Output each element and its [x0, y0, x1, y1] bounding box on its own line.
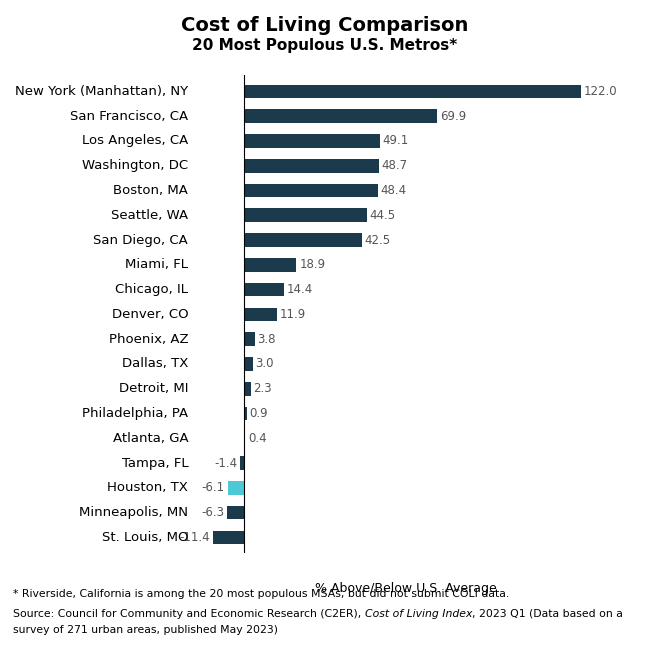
Text: -1.4: -1.4 [215, 457, 238, 470]
Bar [228, 481, 244, 495]
Text: San Francisco, CA: San Francisco, CA [70, 109, 188, 122]
Text: 44.5: 44.5 [370, 209, 396, 222]
Text: % Above/Below U.S. Average: % Above/Below U.S. Average [315, 582, 496, 595]
Text: 0.9: 0.9 [250, 407, 268, 420]
Text: 3.8: 3.8 [258, 333, 276, 346]
Bar [244, 183, 378, 197]
Text: Atlanta, GA: Atlanta, GA [112, 432, 188, 445]
Text: 11.9: 11.9 [280, 308, 306, 321]
Text: Washington, DC: Washington, DC [82, 159, 188, 172]
Bar [244, 84, 581, 98]
Text: Dallas, TX: Dallas, TX [122, 358, 188, 371]
Bar [244, 357, 252, 371]
Text: , 2023 Q1 (Data based on a: , 2023 Q1 (Data based on a [472, 609, 623, 619]
Bar [244, 407, 247, 421]
Text: 49.1: 49.1 [382, 134, 409, 147]
Text: 3.0: 3.0 [255, 358, 274, 371]
Text: Phoenix, AZ: Phoenix, AZ [108, 333, 188, 346]
Text: New York (Manhattan), NY: New York (Manhattan), NY [15, 85, 188, 98]
Bar [213, 531, 244, 544]
Bar [244, 258, 297, 272]
Text: Seattle, WA: Seattle, WA [111, 209, 188, 222]
Bar [227, 506, 244, 519]
Bar [241, 457, 244, 470]
Text: 2.3: 2.3 [253, 383, 272, 395]
Bar [244, 159, 378, 172]
Bar [244, 332, 255, 346]
Text: Los Angeles, CA: Los Angeles, CA [82, 134, 188, 147]
Bar [244, 382, 251, 396]
Bar [244, 283, 284, 297]
Text: 0.4: 0.4 [248, 432, 267, 445]
Text: 14.4: 14.4 [287, 283, 313, 296]
Text: Detroit, MI: Detroit, MI [119, 383, 188, 395]
Bar [244, 432, 245, 445]
Text: 18.9: 18.9 [299, 258, 325, 271]
Text: 48.7: 48.7 [382, 159, 408, 172]
Text: Source: Council for Community and Economic Research (C2ER),: Source: Council for Community and Econom… [13, 609, 365, 619]
Bar [244, 208, 367, 222]
Text: Denver, CO: Denver, CO [112, 308, 188, 321]
Text: Chicago, IL: Chicago, IL [116, 283, 188, 296]
Text: 20 Most Populous U.S. Metros*: 20 Most Populous U.S. Metros* [192, 38, 457, 53]
Text: 48.4: 48.4 [380, 184, 407, 197]
Text: St. Louis, MO: St. Louis, MO [102, 531, 188, 544]
Text: * Riverside, California is among the 20 most populous MSAs, but did not submit C: * Riverside, California is among the 20 … [13, 590, 509, 599]
Bar [244, 233, 361, 247]
Bar [244, 308, 277, 321]
Bar [244, 109, 437, 123]
Text: 69.9: 69.9 [440, 109, 466, 122]
Bar [244, 134, 380, 148]
Text: 122.0: 122.0 [583, 85, 617, 98]
Text: San Diego, CA: San Diego, CA [93, 234, 188, 246]
Text: Houston, TX: Houston, TX [107, 481, 188, 495]
Text: Cost of Living Comparison: Cost of Living Comparison [181, 16, 468, 35]
Text: Philadelphia, PA: Philadelphia, PA [82, 407, 188, 420]
Text: Miami, FL: Miami, FL [125, 258, 188, 271]
Text: Tampa, FL: Tampa, FL [121, 457, 188, 470]
Text: Minneapolis, MN: Minneapolis, MN [79, 506, 188, 519]
Text: -6.3: -6.3 [201, 506, 224, 519]
Text: -6.1: -6.1 [202, 481, 225, 495]
Text: -11.4: -11.4 [180, 531, 210, 544]
Text: Cost of Living Index: Cost of Living Index [365, 609, 472, 619]
Text: survey of 271 urban areas, published May 2023): survey of 271 urban areas, published May… [13, 626, 278, 635]
Text: 42.5: 42.5 [364, 234, 391, 246]
Text: Boston, MA: Boston, MA [114, 184, 188, 197]
